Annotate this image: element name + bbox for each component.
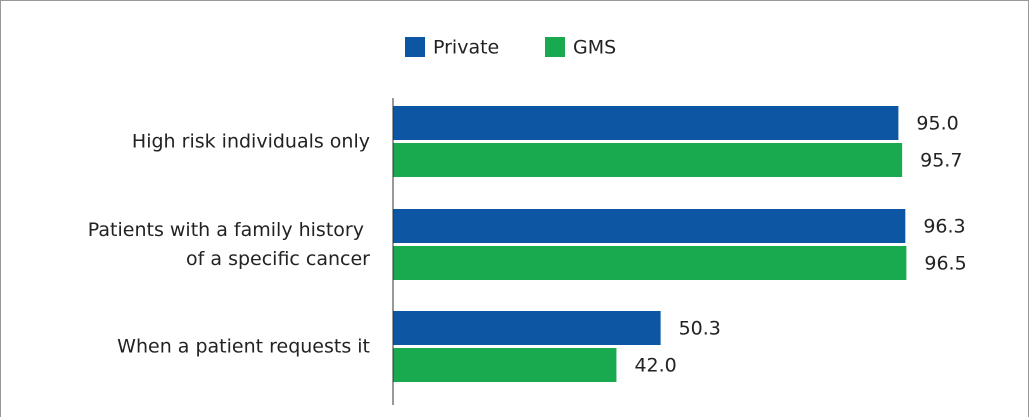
data-label: 95.7 <box>920 150 962 172</box>
legend-label: GMS <box>573 37 616 59</box>
data-label: 50.3 <box>679 318 721 340</box>
legend-swatch <box>405 37 425 57</box>
bar <box>393 348 617 382</box>
bar <box>393 106 899 140</box>
y-tick-label: When a patient requests it <box>117 335 370 357</box>
data-label: 42.0 <box>634 355 676 377</box>
y-tick-label: High risk individuals only <box>132 130 370 152</box>
data-label: 95.0 <box>916 113 958 135</box>
bar <box>393 143 903 177</box>
legend-swatch <box>545 37 565 57</box>
legend-label: Private <box>433 37 499 59</box>
data-label: 96.3 <box>923 216 965 238</box>
bar <box>393 209 906 243</box>
bar <box>393 246 907 280</box>
y-tick-label: Patients with a family history of a spec… <box>88 219 370 270</box>
data-label: 96.5 <box>924 253 966 275</box>
bar <box>393 311 661 345</box>
